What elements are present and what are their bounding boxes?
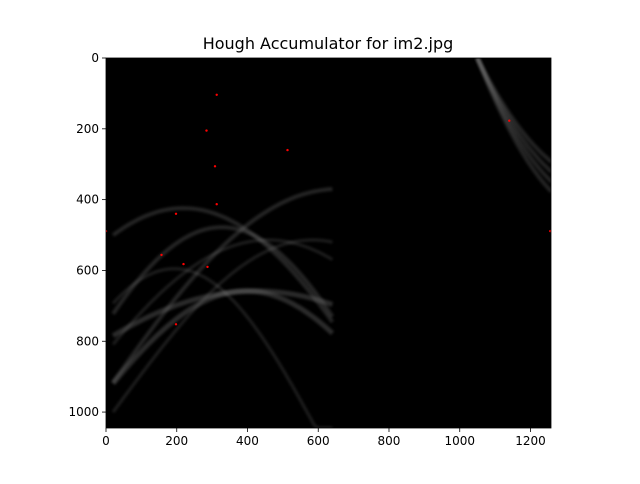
y-axis: 0 200 400 600 800 1000 [68,51,106,419]
x-tick-label: 0 [102,434,110,448]
y-tick-label: 600 [76,263,99,277]
peak-marker [160,253,163,257]
peak-marker [174,212,178,215]
accumulator-trace [111,206,335,324]
x-tick-label: 1000 [444,434,475,448]
peak-markers [106,93,551,326]
peak-marker [182,262,185,266]
y-tick-label: 0 [91,51,99,65]
plot-frame [105,57,552,429]
y-tick-label: 200 [76,122,99,136]
peak-marker [205,129,208,132]
peak-marker [174,323,178,326]
x-tick-label: 1200 [515,434,546,448]
peak-marker [215,203,218,206]
accumulator-trace [111,225,335,318]
x-tick-label: 800 [378,434,401,448]
accumulator-trace [111,288,334,338]
peak-marker [215,93,218,97]
peak-marker [549,229,551,233]
y-tick-label: 400 [76,193,99,207]
x-tick-label: 200 [165,434,188,448]
accumulator-trace [111,238,333,413]
peak-marker [508,119,511,122]
chart-title: Hough Accumulator for im2.jpg [203,34,454,53]
peak-marker [213,165,217,168]
x-axis: 0 200 400 600 800 1000 1200 [102,428,546,448]
accumulator-trace [111,238,334,346]
x-tick-label: 400 [236,434,259,448]
y-tick-label: 800 [76,334,99,348]
accumulator-trace [111,267,333,428]
x-tick-label: 600 [307,434,330,448]
y-tick-label: 1000 [68,405,99,419]
peak-marker [286,148,289,152]
peak-marker [206,265,209,269]
accumulator-curves [111,58,551,428]
accumulator-trace [475,58,551,194]
accumulator-trace [111,187,333,384]
plot-background [106,58,551,428]
